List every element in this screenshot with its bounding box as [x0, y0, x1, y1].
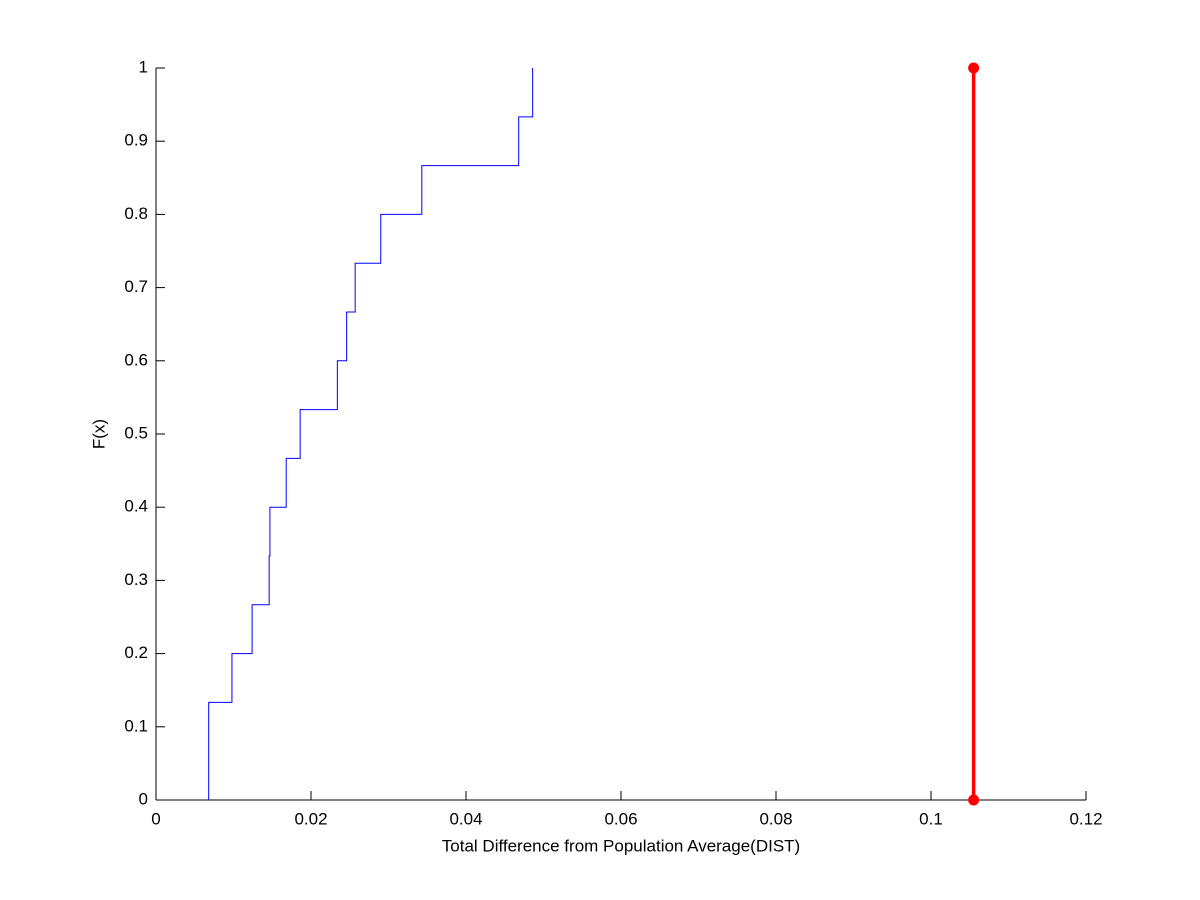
x-tick-label: 0.04 [449, 809, 482, 828]
point-marker [968, 794, 980, 806]
y-axis-label: F(x) [89, 419, 108, 449]
x-tick-label: 0.08 [759, 809, 792, 828]
y-tick-label: 0.8 [124, 204, 148, 223]
y-tick-label: 0.2 [124, 643, 148, 662]
y-tick-label: 0.4 [124, 497, 148, 516]
point-marker [968, 62, 980, 74]
x-tick-label: 0.1 [919, 809, 943, 828]
y-tick-label: 0.3 [124, 570, 148, 589]
x-tick-label: 0.02 [294, 809, 327, 828]
x-tick-label: 0.12 [1069, 809, 1102, 828]
y-tick-label: 0.6 [124, 350, 148, 369]
y-tick-label: 1 [139, 57, 148, 76]
y-tick-label: 0.1 [124, 716, 148, 735]
y-tick-label: 0.9 [124, 131, 148, 150]
y-tick-label: 0.5 [124, 423, 148, 442]
y-tick-label: 0.7 [124, 277, 148, 296]
x-tick-label: 0.06 [604, 809, 637, 828]
series-line [208, 68, 534, 800]
x-tick-label: 0 [151, 809, 160, 828]
y-tick-label: 0 [139, 789, 148, 808]
x-axis-label: Total Difference from Population Average… [442, 836, 800, 855]
